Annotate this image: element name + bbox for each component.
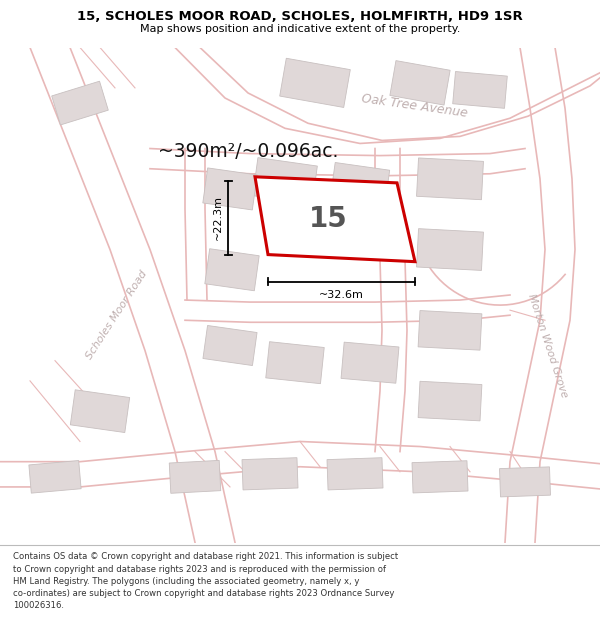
Polygon shape	[29, 461, 81, 493]
Polygon shape	[390, 61, 450, 105]
Polygon shape	[266, 342, 324, 384]
Text: 15: 15	[310, 205, 348, 233]
Polygon shape	[169, 461, 221, 493]
Polygon shape	[52, 81, 108, 125]
Polygon shape	[416, 229, 484, 271]
Polygon shape	[418, 311, 482, 350]
Text: Oak Tree Avenue: Oak Tree Avenue	[361, 92, 469, 120]
Polygon shape	[280, 58, 350, 108]
Text: Morton Wood Grove: Morton Wood Grove	[526, 292, 569, 399]
Polygon shape	[242, 458, 298, 490]
Polygon shape	[331, 162, 389, 205]
Text: ~22.3m: ~22.3m	[213, 195, 223, 240]
Polygon shape	[500, 467, 550, 497]
Polygon shape	[418, 381, 482, 421]
Text: 15, SCHOLES MOOR ROAD, SCHOLES, HOLMFIRTH, HD9 1SR: 15, SCHOLES MOOR ROAD, SCHOLES, HOLMFIRT…	[77, 9, 523, 22]
Polygon shape	[205, 249, 259, 291]
Polygon shape	[253, 158, 317, 204]
Polygon shape	[327, 458, 383, 490]
Polygon shape	[203, 326, 257, 366]
Polygon shape	[70, 390, 130, 432]
Polygon shape	[453, 71, 507, 108]
Text: Map shows position and indicative extent of the property.: Map shows position and indicative extent…	[140, 24, 460, 34]
Polygon shape	[341, 342, 399, 383]
Text: Scholes Moor Road: Scholes Moor Road	[85, 269, 149, 361]
Text: ~390m²/~0.096ac.: ~390m²/~0.096ac.	[158, 142, 338, 161]
Polygon shape	[412, 461, 468, 493]
Polygon shape	[416, 158, 484, 200]
Polygon shape	[203, 168, 257, 210]
Text: ~32.6m: ~32.6m	[319, 290, 364, 300]
Text: Contains OS data © Crown copyright and database right 2021. This information is : Contains OS data © Crown copyright and d…	[13, 552, 398, 610]
Polygon shape	[255, 177, 415, 262]
